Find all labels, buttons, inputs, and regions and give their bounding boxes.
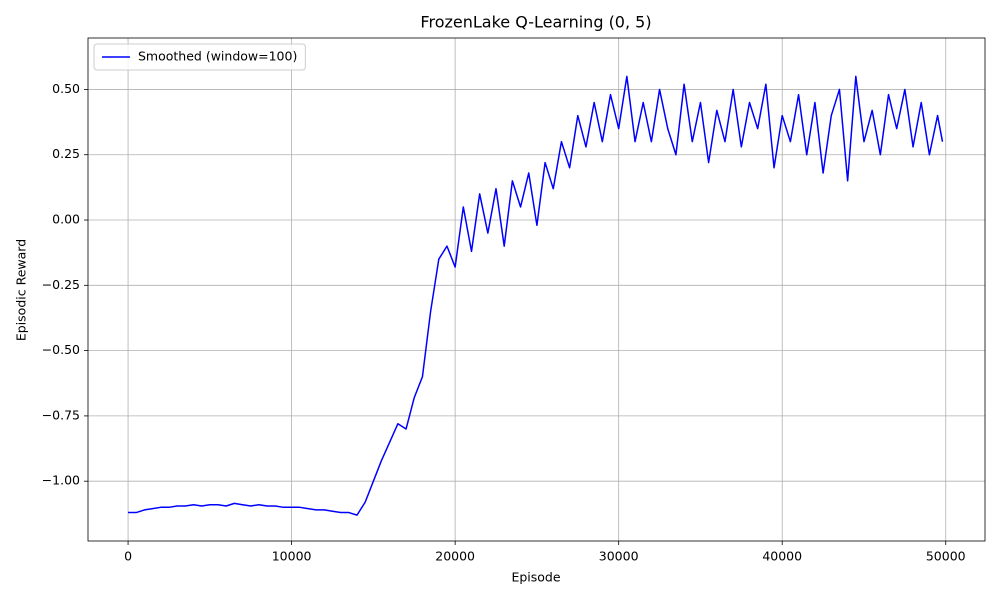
legend-label: Smoothed (window=100): [138, 49, 297, 64]
y-tick-label: 0.50: [52, 81, 80, 96]
x-tick-label: 10000: [272, 549, 312, 564]
y-tick-label: −0.25: [42, 277, 80, 292]
chart-title: FrozenLake Q-Learning (0, 5): [420, 13, 651, 32]
x-tick-label: 20000: [435, 549, 475, 564]
x-tick-label: 40000: [762, 549, 802, 564]
y-tick-label: 0.00: [52, 212, 80, 227]
legend: Smoothed (window=100): [93, 43, 306, 71]
plot-frame: [87, 37, 986, 542]
y-tick-label: −0.50: [42, 342, 80, 357]
x-tick-label: 0: [124, 549, 132, 564]
data-line: [128, 75, 944, 516]
legend-box: [93, 43, 306, 71]
x-tick-label: 30000: [599, 549, 639, 564]
y-axis-label: Episodic Reward: [14, 239, 29, 341]
x-axis-label: Episode: [511, 570, 560, 585]
x-tick-label: 50000: [926, 549, 966, 564]
y-tick-label: −1.00: [42, 473, 80, 488]
y-tick-label: 0.25: [52, 146, 80, 161]
y-tick-label: −0.75: [42, 407, 80, 422]
